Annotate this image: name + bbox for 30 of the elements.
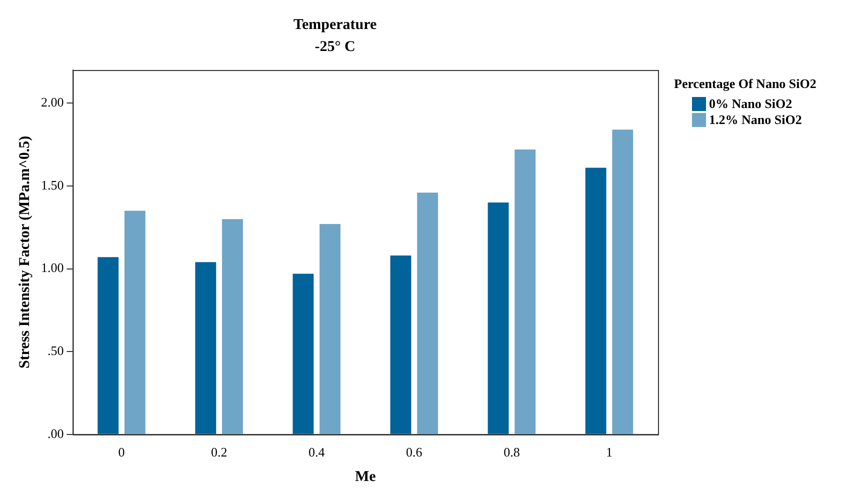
bar — [612, 130, 634, 434]
x-tick-label: 1 — [606, 444, 612, 460]
x-tick-label: 0.8 — [504, 444, 520, 460]
x-axis-title: Me — [354, 468, 376, 485]
bar — [585, 168, 606, 434]
chart-title: Temperature — [293, 16, 377, 33]
y-tick-label: 2.00 — [41, 94, 64, 110]
bar — [195, 262, 216, 434]
bar — [390, 256, 412, 434]
bar — [222, 219, 243, 434]
y-axis-title: Stress Intensity Factor (MPa.m^0.5) — [16, 136, 33, 369]
y-tick-label: 1.00 — [41, 260, 64, 276]
legend-label: 1.2% Nano SiO2 — [709, 112, 802, 128]
x-tick-label: 0.2 — [210, 444, 228, 460]
y-tick-label: 1.50 — [41, 177, 64, 192]
legend-title: Percentage Of Nano SiO2 — [674, 76, 816, 92]
chart-subtitle: -25° C — [314, 38, 356, 55]
bar — [514, 150, 536, 434]
bar — [292, 274, 314, 434]
bar — [417, 192, 438, 434]
bar — [320, 224, 340, 434]
x-tick-label: 0 — [118, 444, 125, 460]
bar — [124, 210, 146, 434]
legend-label: 0% Nano SiO2 — [709, 96, 792, 112]
y-tick-label: .50 — [48, 343, 64, 358]
y-tick-label: .00 — [48, 426, 64, 441]
x-tick-label: 0.4 — [308, 444, 326, 460]
bar — [98, 257, 119, 434]
x-tick-label: 0.6 — [406, 444, 423, 460]
bar — [488, 202, 509, 434]
